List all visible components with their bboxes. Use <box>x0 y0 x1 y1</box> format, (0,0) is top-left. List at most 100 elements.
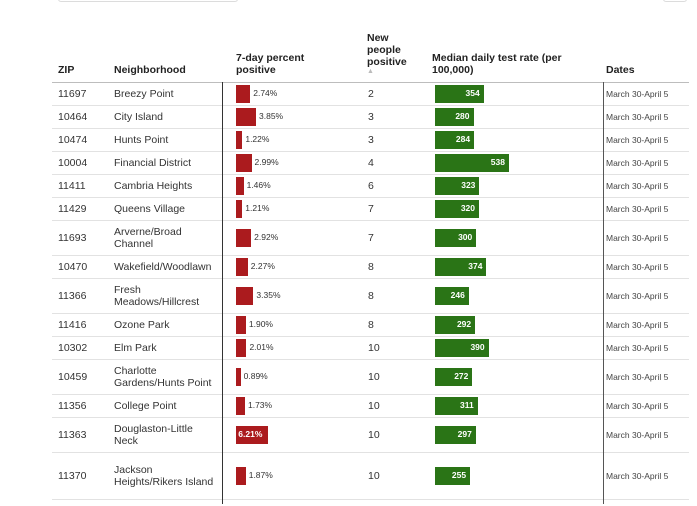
table-row: 11697 Breezy Point 2 March 30-April 5 2.74% 3… <box>52 83 689 106</box>
percent-label: 1.73% <box>247 400 273 410</box>
percent-label: 2.74% <box>253 88 278 98</box>
table-row: 10470 Wakefield/Woodlawn 8 March 30-April 5… <box>52 256 689 279</box>
zip-cell: 10474 <box>58 134 88 146</box>
zip-cell: 11416 <box>58 319 87 331</box>
percent-bar <box>236 258 248 276</box>
zip-cell: 11693 <box>58 232 87 244</box>
header-new-positive[interactable]: New people positive ▲ <box>367 32 415 76</box>
new-positive-cell: 3 <box>368 134 374 146</box>
header-neighborhood[interactable]: Neighborhood <box>114 64 186 76</box>
zip-cell: 10470 <box>58 261 88 273</box>
test-rate-bar <box>435 229 477 247</box>
test-rate-bar <box>435 154 509 172</box>
test-rate-label: 292 <box>456 319 472 329</box>
dates-cell: March 30-April 5 <box>606 471 669 481</box>
percent-label: 3.85% <box>259 111 284 121</box>
new-positive-cell: 2 <box>368 88 374 100</box>
test-rate-label: 272 <box>454 371 469 381</box>
percent-bar <box>236 467 246 485</box>
percent-label: 6.21% <box>238 429 263 439</box>
test-rate-label: 280 <box>455 111 470 121</box>
new-positive-cell: 10 <box>368 400 380 412</box>
new-positive-cell: 10 <box>368 470 380 482</box>
percent-bar <box>236 200 243 218</box>
header-percent-positive[interactable]: 7-day percent positive <box>236 52 305 76</box>
dates-cell: March 30-April 5 <box>606 372 669 382</box>
neighborhood-cell: Queens Village <box>114 203 186 215</box>
percent-label: 2.92% <box>254 232 279 242</box>
percent-label: 1.90% <box>248 319 273 329</box>
dates-cell: March 30-April 5 <box>606 158 669 168</box>
test-rate-label: 323 <box>461 180 476 190</box>
percent-bar <box>236 316 246 334</box>
test-rate-label: 311 <box>460 400 474 410</box>
new-positive-cell: 7 <box>368 203 374 215</box>
top-right-box <box>663 0 687 2</box>
table-row: 11356 College Point 10 March 30-April 5 1.73… <box>52 395 689 418</box>
percent-label: 3.35% <box>256 290 281 300</box>
test-rate-bar <box>435 200 479 218</box>
table-body: 11697 Breezy Point 2 March 30-April 5 2.74% 3… <box>52 83 689 500</box>
zip-cell: 11429 <box>58 203 87 215</box>
new-positive-cell: 7 <box>368 232 374 244</box>
table-row: 10459 Charlotte Gardens/Hunts Point 10 Marc… <box>52 360 689 395</box>
percent-bar <box>236 339 247 357</box>
percent-bar <box>236 229 252 247</box>
dates-cell: March 30-April 5 <box>606 343 669 353</box>
dates-cell: March 30-April 5 <box>606 291 669 301</box>
neighborhood-cell: Wakefield/Woodlawn <box>114 261 212 273</box>
table-row: 10464 City Island 3 March 30-April 5 3.85% 28… <box>52 106 689 129</box>
new-positive-cell: 8 <box>368 290 374 302</box>
table-row: 11366 Fresh Meadows/Hillcrest 8 March 30-Ap… <box>52 279 689 314</box>
percent-label: 0.89% <box>243 371 268 381</box>
test-rate-bar <box>435 368 473 386</box>
new-positive-cell: 10 <box>368 371 380 383</box>
zip-cell: 10004 <box>58 157 88 169</box>
zip-cell: 10464 <box>58 111 88 123</box>
test-rate-bar <box>435 426 476 444</box>
test-rate-bar <box>435 339 489 357</box>
dates-cell: March 30-April 5 <box>606 204 669 214</box>
zip-cell: 11370 <box>58 470 87 482</box>
sort-ascending-icon[interactable]: ▲ <box>367 68 374 75</box>
neighborhood-cell: Cambria Heights <box>114 180 193 192</box>
neighborhood-cell: Charlotte Gardens/Hunts Point <box>114 365 212 389</box>
table-row: 11416 Ozone Park 8 March 30-April 5 1.90% 292 <box>52 314 689 337</box>
header-new-positive-label: New people positive <box>367 32 407 68</box>
percent-bar <box>236 426 269 444</box>
header-zip[interactable]: ZIP <box>58 64 75 76</box>
table-row: 11370 Jackson Heights/Rikers Island 10 Marc… <box>52 453 689 500</box>
test-rate-bar <box>435 287 469 305</box>
neighborhood-cell: Breezy Point <box>114 88 174 100</box>
header-test-rate[interactable]: Median daily test rate (per 100,000) <box>432 52 562 76</box>
percent-label: 1.87% <box>248 470 273 480</box>
dates-cell: March 30-April 5 <box>606 262 669 272</box>
percent-bar <box>236 287 254 305</box>
neighborhood-cell: College Point <box>114 400 177 412</box>
dates-cell: March 30-April 5 <box>606 430 669 440</box>
neighborhood-cell: Fresh Meadows/Hillcrest <box>114 284 200 308</box>
dates-cell: March 30-April 5 <box>606 401 669 411</box>
zip-cell: 11356 <box>58 400 87 412</box>
new-positive-cell: 10 <box>368 342 380 354</box>
table-row: 11429 Queens Village 7 March 30-April 5 1.21… <box>52 198 689 221</box>
percent-label: 2.27% <box>250 261 275 271</box>
header-dates[interactable]: Dates <box>606 64 635 76</box>
neighborhood-cell: Ozone Park <box>114 319 170 331</box>
test-rate-label: 354 <box>465 88 480 98</box>
data-table: ZIP Neighborhood 7-day percent positive … <box>52 26 689 504</box>
test-rate-label: 538 <box>490 157 505 167</box>
test-rate-bar <box>435 397 478 415</box>
test-rate-label: 255 <box>451 470 467 480</box>
test-rate-label: 284 <box>455 134 471 144</box>
test-rate-bar <box>435 316 476 334</box>
neighborhood-cell: Jackson Heights/Rikers Island <box>114 464 214 488</box>
test-rate-bar <box>435 258 487 276</box>
neighborhood-cell: Hunts Point <box>114 134 169 146</box>
percent-label: 2.01% <box>249 342 274 352</box>
test-rate-label: 390 <box>470 342 485 352</box>
zip-cell: 11697 <box>58 88 87 100</box>
new-positive-cell: 10 <box>368 429 380 441</box>
test-rate-label: 297 <box>457 429 472 439</box>
new-positive-cell: 3 <box>368 111 374 123</box>
